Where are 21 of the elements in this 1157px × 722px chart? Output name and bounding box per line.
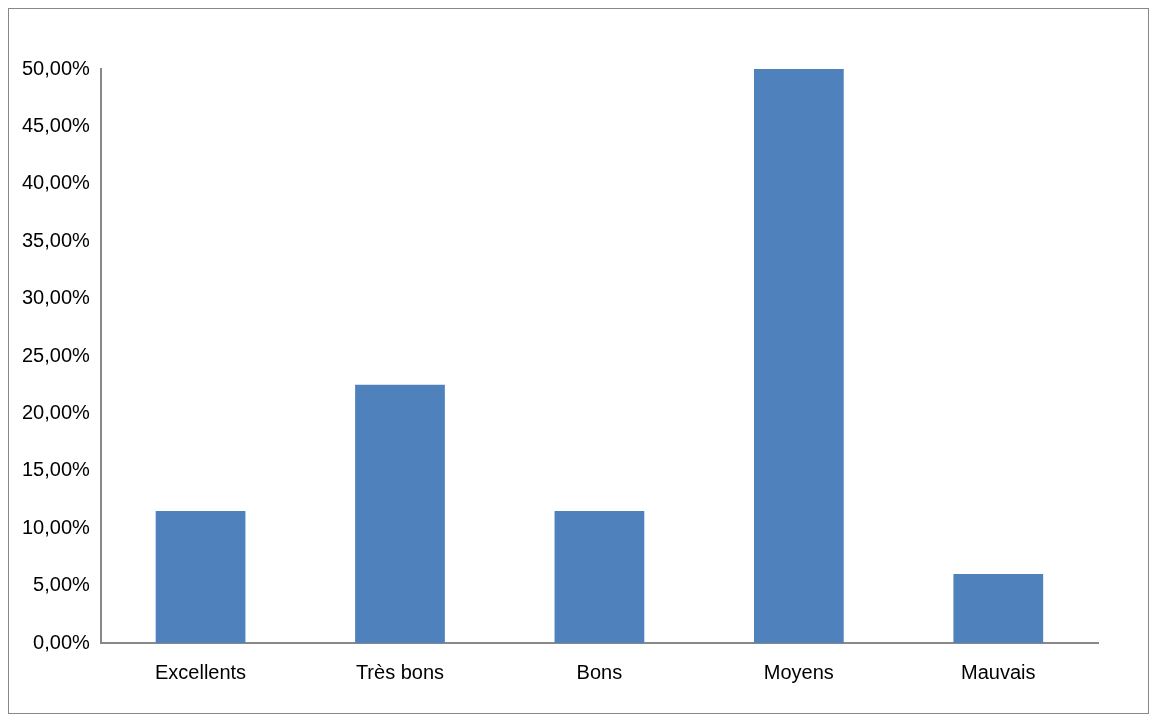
y-tick-label: 45,00% bbox=[21, 113, 91, 136]
y-tick-label: 50,00% bbox=[21, 56, 91, 79]
y-tick-label: 5,00% bbox=[33, 573, 91, 596]
y-tick-label: 10,00% bbox=[21, 515, 91, 538]
bar bbox=[554, 510, 645, 643]
bar bbox=[753, 69, 844, 643]
y-tick-label: 20,00% bbox=[21, 400, 91, 423]
y-tick-label: 0,00% bbox=[33, 630, 91, 653]
x-tick-label: Très bons bbox=[355, 660, 445, 683]
bar bbox=[155, 510, 246, 643]
x-tick-label: Mauvais bbox=[961, 660, 1036, 683]
bar bbox=[355, 384, 445, 643]
y-tick-label: 35,00% bbox=[21, 228, 91, 251]
x-tick-label: Moyens bbox=[763, 660, 834, 683]
bar bbox=[953, 574, 1044, 643]
x-tick-label: Excellents bbox=[154, 660, 247, 683]
x-tick-label: Bons bbox=[576, 660, 623, 683]
y-tick-label: 40,00% bbox=[21, 171, 91, 194]
y-tick-label: 25,00% bbox=[21, 343, 91, 366]
y-tick-label: 30,00% bbox=[21, 286, 91, 309]
y-tick-label: 15,00% bbox=[21, 458, 91, 481]
